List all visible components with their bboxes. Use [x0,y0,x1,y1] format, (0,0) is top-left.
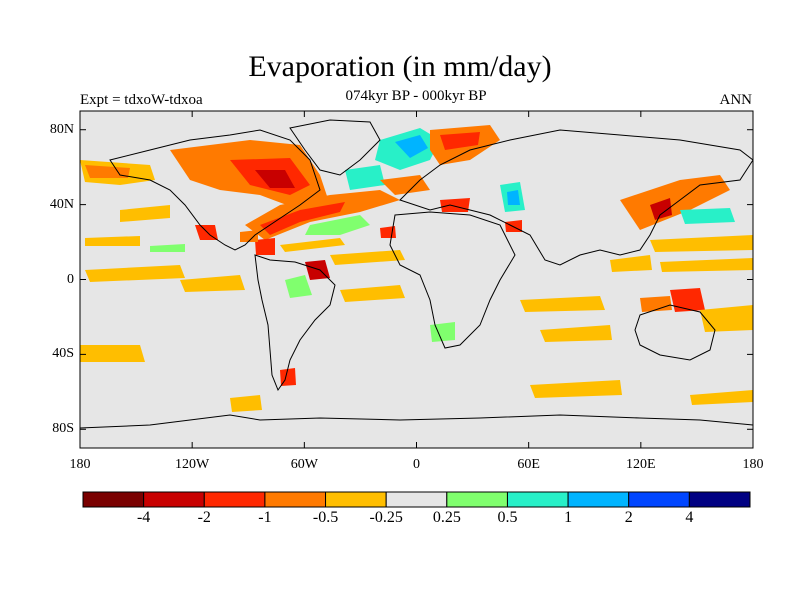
anomaly-orange-southern-3 [690,390,753,405]
x-tick-label: 180 [69,457,91,472]
anomaly-red-caribbean [240,230,258,242]
x-tick-label: 180 [742,457,764,472]
anomaly-green-pacific [150,244,185,252]
colorbar-swatch [203,491,266,508]
anomaly-orange-iceland [380,175,430,195]
colorbar-label: 0.5 [497,509,518,526]
colorbar-label: -1 [258,509,272,526]
anomaly-red-maritime [670,288,705,312]
coastline-australia [634,304,716,361]
coastline-north-america [109,129,321,251]
anomaly-orange-southern-1 [80,345,145,362]
anomaly-orange-indian-1 [520,296,605,312]
anomaly-orange-southern-2 [530,380,622,398]
x-tick-label: 0 [413,457,420,472]
anomaly-darkred-amazon [305,260,330,280]
colorbar-swatch [143,491,205,508]
anomaly-orange-kuroshio [620,175,730,230]
anomaly-cyan-barents [345,165,385,190]
anomaly-orange-australia-north [640,296,672,312]
coastline-greenland [289,119,381,176]
anomaly-orange-pacific-band-1 [120,205,170,222]
anomaly-darkred-japan [650,198,672,220]
anomaly-orange-west-pacific-band [650,235,753,252]
anomaly-orange-pacific-band-3 [85,265,185,282]
colorbar-label: -0.25 [369,509,403,526]
coastline-south-america [254,254,336,392]
coastline-eurasia [399,129,753,266]
anomaly-red-gulfstream [260,202,345,235]
colorbar-label: -4 [136,509,151,526]
anomaly-orange-south-pacific [700,305,753,332]
plot-title: Evaporation (in mm/day) [248,50,552,83]
y-tick-label: 80S [52,421,74,437]
colorbar-swatch [446,491,508,508]
coastline-antarctica [80,414,753,429]
colorbar-swatch [385,491,448,508]
colorbar-label: 0.25 [432,509,461,526]
anomaly-orange-trop-atlantic [330,250,405,265]
anomaly-red-gulf-mexico [255,238,275,255]
anomaly-orange-southern-4 [230,395,262,412]
colorbar-label: -0.5 [312,509,339,526]
y-tick-label: 40S [52,346,74,362]
anomaly-orange-indian-3 [610,255,652,272]
x-tick-label: 60W [290,457,318,472]
colorbar-label: -2 [197,509,211,526]
coastline-layer [80,119,753,429]
colorbar-swatch [688,491,751,508]
anomaly-orange-pacific-band-4 [180,275,245,292]
anomaly-red-north-pacific [85,165,130,178]
colorbar-label: 4 [685,509,694,526]
colorbar-label: 1 [564,509,573,526]
anomaly-green-brazil [285,275,312,298]
colorbar-swatch [628,491,690,508]
anomaly-orange-indian-2 [540,325,612,342]
experiment-label: Expt = tdxoW-tdxoa [80,92,203,108]
anomaly-red-norway-sea [440,132,480,150]
anomaly-cyan-west-pacific [680,208,735,224]
colorbar-swatch [325,491,387,508]
colorbar-swatch [506,491,569,508]
colorbar-swatch [82,491,145,508]
anomaly-blue-caspian [507,190,520,205]
colorbar-swatch [567,491,630,508]
anomaly-green-atlantic [305,215,370,235]
anomaly-field-layer [80,125,753,412]
x-tick-label: 120E [626,457,656,472]
coastline-africa [389,211,516,349]
season-label: ANN [719,92,753,108]
colorbar-label: 2 [624,509,633,526]
anomaly-orange-atlantic-band [280,238,345,252]
y-tick-label: 0 [67,271,74,287]
plot-subtitle: 074kyr BP - 000kyr BP [345,88,487,104]
anomaly-blue-greenland-sea [395,135,428,158]
axis-ticks [79,111,754,448]
anomaly-darkred-canada [255,170,295,188]
anomaly-orange-pacific-band-2 [85,236,140,246]
anomaly-orange-south-atlantic [340,285,405,302]
y-tick-label: 40N [49,196,74,212]
x-tick-label: 60E [517,457,540,472]
colorbar-swatch [264,491,327,508]
x-tick-label: 120W [175,457,210,472]
anomaly-orange-west-pacific-band-2 [660,258,753,272]
y-tick-label: 80N [49,121,74,137]
